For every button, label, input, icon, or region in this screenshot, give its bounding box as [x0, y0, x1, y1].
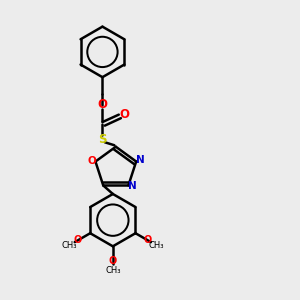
Text: O: O — [87, 156, 96, 166]
Text: CH₃: CH₃ — [61, 241, 77, 250]
Text: O: O — [120, 108, 130, 121]
Text: N: N — [136, 155, 145, 165]
Text: O: O — [109, 256, 117, 266]
Text: S: S — [98, 134, 107, 146]
Text: O: O — [144, 236, 152, 245]
Text: CH₃: CH₃ — [105, 266, 121, 275]
Text: CH₃: CH₃ — [149, 241, 164, 250]
Text: O: O — [74, 236, 82, 245]
Text: O: O — [98, 98, 107, 111]
Text: N: N — [128, 181, 137, 191]
